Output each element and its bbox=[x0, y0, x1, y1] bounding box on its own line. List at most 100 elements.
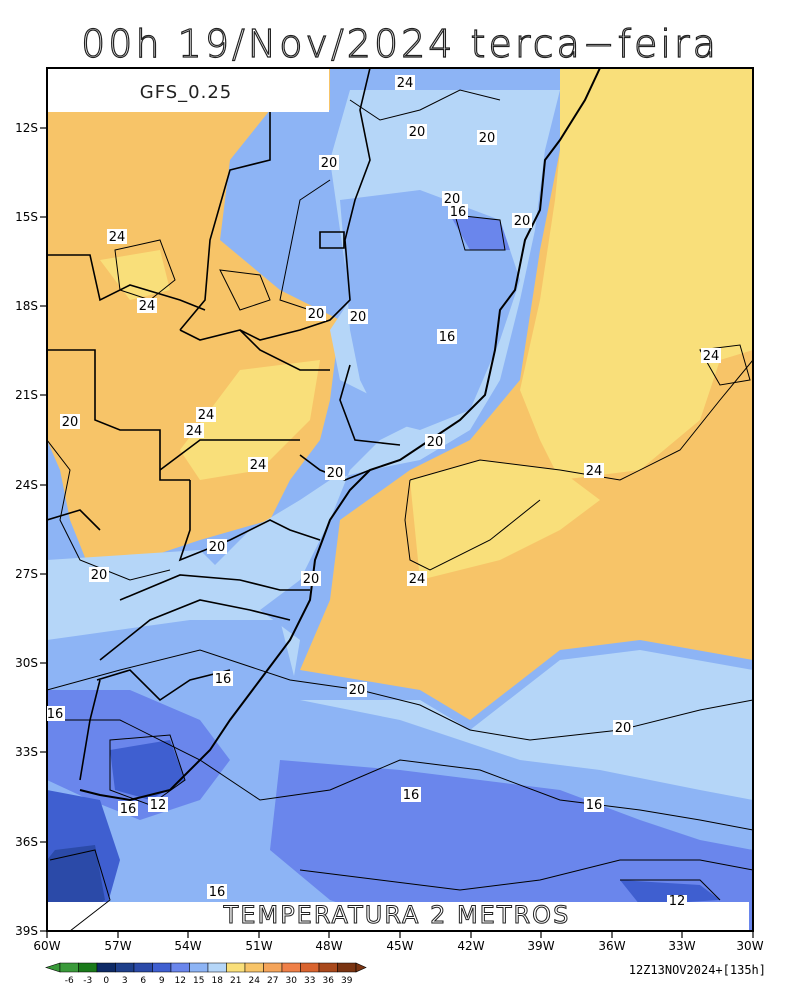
colorbar-swatch bbox=[78, 962, 98, 973]
map-title: 00h 19/Nov/2024 terca−feira bbox=[81, 21, 719, 66]
colorbar-tick-label: 12 bbox=[175, 976, 186, 986]
latitude-axis bbox=[40, 127, 47, 932]
contour-label: 12 bbox=[150, 798, 167, 813]
contour-label: 20 bbox=[444, 192, 461, 207]
contour-label: 20 bbox=[91, 568, 108, 583]
lat-tick: 36S bbox=[15, 835, 38, 849]
colorbar-tick-label: 18 bbox=[212, 976, 224, 986]
contour-label: 20 bbox=[427, 435, 444, 450]
temperature-field bbox=[47, 68, 753, 931]
colorbar-swatch bbox=[207, 962, 227, 973]
colorbar-tick-label: 9 bbox=[159, 976, 165, 986]
colorbar-tick-label: 30 bbox=[286, 976, 298, 986]
contour-label: 20 bbox=[62, 415, 79, 430]
contour-label: 16 bbox=[450, 205, 467, 220]
colorbar-tick-label: 15 bbox=[193, 976, 204, 986]
contour-label: 20 bbox=[479, 131, 496, 146]
isotherm-contours bbox=[47, 89, 753, 931]
colorbar-tick-label: -3 bbox=[83, 976, 92, 986]
colorbar-tick-label: -6 bbox=[65, 976, 74, 986]
contour-label: 20 bbox=[327, 466, 344, 481]
colorbar-tick-label: 21 bbox=[230, 976, 241, 986]
lon-tick: 36W bbox=[598, 939, 625, 953]
colorbar-tick-label: 36 bbox=[323, 976, 335, 986]
lat-tick: 30S bbox=[15, 656, 38, 670]
contour-label: 20 bbox=[308, 307, 325, 322]
colorbar-swatch bbox=[337, 962, 357, 973]
contour-label: 24 bbox=[250, 458, 267, 473]
colorbar-swatch bbox=[244, 962, 264, 973]
colorbar-left-arrow bbox=[45, 962, 61, 973]
contour-label: 20 bbox=[409, 125, 426, 140]
colorbar-tick-label: 33 bbox=[304, 976, 315, 986]
colorbar-tick-label: 39 bbox=[341, 976, 353, 986]
colorbar-swatch bbox=[170, 962, 190, 973]
lat-tick: 18S bbox=[15, 299, 38, 313]
colorbar-tick-label: 3 bbox=[122, 976, 128, 986]
contour-label: 20 bbox=[514, 214, 531, 229]
lon-tick: 30W bbox=[736, 939, 763, 953]
lon-tick: 48W bbox=[315, 939, 342, 953]
contour-label: 24 bbox=[109, 230, 126, 245]
lon-tick: 54W bbox=[174, 939, 201, 953]
lat-tick: 27S bbox=[15, 567, 38, 581]
lon-tick: 33W bbox=[668, 939, 695, 953]
contour-label: 16 bbox=[47, 707, 64, 722]
model-label: GFS_0.25 bbox=[140, 82, 233, 103]
model-label-box bbox=[47, 68, 329, 112]
contour-label: 24 bbox=[586, 464, 603, 479]
colorbar-tick-label: 27 bbox=[267, 976, 278, 986]
colorbar-tick-label: 24 bbox=[249, 976, 261, 986]
contour-label: 16 bbox=[403, 788, 420, 803]
colorbar-swatch bbox=[300, 962, 320, 973]
contour-label: 24 bbox=[139, 299, 156, 314]
lat-tick: 12S bbox=[15, 121, 38, 135]
contour-label: 24 bbox=[186, 424, 203, 439]
contour-label: 16 bbox=[586, 798, 603, 813]
contour-label: 24 bbox=[397, 76, 414, 91]
coastline bbox=[79, 68, 601, 802]
contour-label: 20 bbox=[615, 721, 632, 736]
contour-label: 20 bbox=[321, 156, 338, 171]
run-info: 12Z13NOV2024+[135h] bbox=[628, 963, 766, 977]
longitude-axis bbox=[46, 931, 754, 938]
lon-tick: 45W bbox=[386, 939, 413, 953]
contour-label: 16 bbox=[215, 672, 232, 687]
contour-label: 24 bbox=[198, 408, 215, 423]
latitude-tick-labels: 12S 15S 18S 21S 24S 27S 30S 33S 36S 39S bbox=[15, 121, 38, 938]
contour-label: 20 bbox=[209, 540, 226, 555]
contour-labels: 24 20 20 20 20 16 20 24 24 20 20 16 24 2… bbox=[47, 75, 721, 909]
colorbar-right-arrow bbox=[355, 962, 367, 973]
colorbar-swatch bbox=[263, 962, 283, 973]
lat-tick: 21S bbox=[15, 388, 38, 402]
lon-tick: 57W bbox=[104, 939, 131, 953]
lon-tick: 51W bbox=[245, 939, 272, 953]
contour-label: 16 bbox=[439, 330, 456, 345]
colorbar-tick-label: 6 bbox=[140, 976, 146, 986]
lat-tick: 15S bbox=[15, 210, 38, 224]
lat-tick: 33S bbox=[15, 745, 38, 759]
colorbar-swatch bbox=[133, 962, 153, 973]
lon-tick: 39W bbox=[527, 939, 554, 953]
contour-label: 20 bbox=[349, 683, 366, 698]
contour-label: 20 bbox=[303, 572, 320, 587]
colorbar-swatch bbox=[281, 962, 301, 973]
colorbar-swatch bbox=[318, 962, 338, 973]
lat-tick: 24S bbox=[15, 478, 38, 492]
lon-tick: 60W bbox=[33, 939, 60, 953]
colorbar-swatch bbox=[189, 962, 209, 973]
colorbar: -6 -3 0 3 6 9 12 15 18 21 24 27 30 33 36 39 bbox=[45, 962, 367, 986]
lat-tick: 39S bbox=[15, 924, 38, 938]
colorbar-swatch bbox=[152, 962, 172, 973]
colorbar-swatch bbox=[115, 962, 135, 973]
colorbar-tick-label: 0 bbox=[103, 976, 109, 986]
contour-label: 24 bbox=[703, 349, 720, 364]
contour-label: 24 bbox=[409, 572, 426, 587]
colorbar-swatch bbox=[96, 962, 116, 973]
contour-label: 16 bbox=[120, 802, 137, 817]
contour-label: 20 bbox=[350, 310, 367, 325]
colorbar-swatch bbox=[59, 962, 79, 973]
longitude-tick-labels: 60W 57W 54W 51W 48W 45W 42W 39W 36W 33W … bbox=[33, 939, 763, 953]
contour-label: 12 bbox=[669, 894, 686, 909]
